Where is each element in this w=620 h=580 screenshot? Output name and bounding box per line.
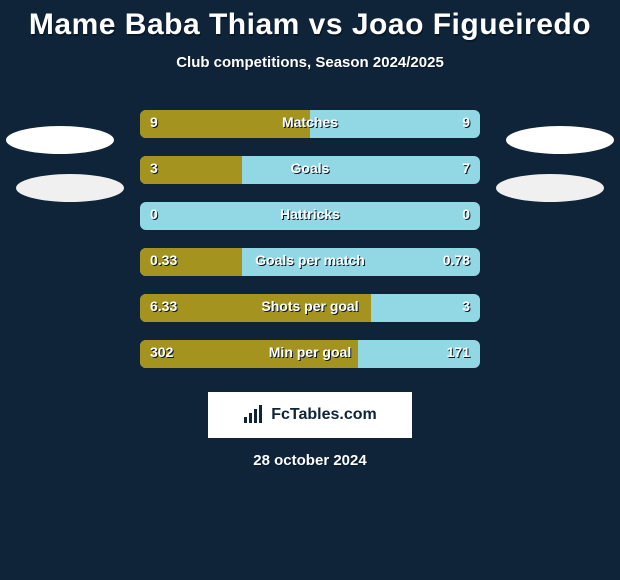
brand-text: FcTables.com xyxy=(271,406,377,424)
player-right-photo-1 xyxy=(506,126,614,154)
brand-badge[interactable]: FcTables.com xyxy=(208,392,412,438)
stat-value-left: 6.33 xyxy=(150,298,177,314)
bar-left xyxy=(140,110,310,138)
stat-value-right: 3 xyxy=(462,298,470,314)
bars-icon xyxy=(243,405,265,425)
stat-value-left: 9 xyxy=(150,114,158,130)
stat-row: 37Goals xyxy=(140,156,480,184)
stat-row: 0.330.78Goals per match xyxy=(140,248,480,276)
page-subtitle: Club competitions, Season 2024/2025 xyxy=(0,54,620,71)
stat-value-right: 0.78 xyxy=(443,252,470,268)
player-left-photo-2 xyxy=(16,174,124,202)
stat-value-right: 7 xyxy=(462,160,470,176)
player-right-photo-2 xyxy=(496,174,604,202)
bar-right xyxy=(140,202,480,230)
stat-value-right: 0 xyxy=(462,206,470,222)
comparison-bars: 99Matches37Goals00Hattricks0.330.78Goals… xyxy=(140,110,480,368)
stat-row: 99Matches xyxy=(140,110,480,138)
stat-value-right: 171 xyxy=(447,344,470,360)
date-label: 28 october 2024 xyxy=(0,452,620,469)
stat-row: 6.333Shots per goal xyxy=(140,294,480,322)
stat-row: 302171Min per goal xyxy=(140,340,480,368)
stat-value-left: 302 xyxy=(150,344,173,360)
stat-row: 00Hattricks xyxy=(140,202,480,230)
stat-value-left: 0.33 xyxy=(150,252,177,268)
stat-value-right: 9 xyxy=(462,114,470,130)
stat-value-left: 0 xyxy=(150,206,158,222)
stat-value-left: 3 xyxy=(150,160,158,176)
page-title: Mame Baba Thiam vs Joao Figueiredo xyxy=(0,0,620,42)
player-left-photo-1 xyxy=(6,126,114,154)
